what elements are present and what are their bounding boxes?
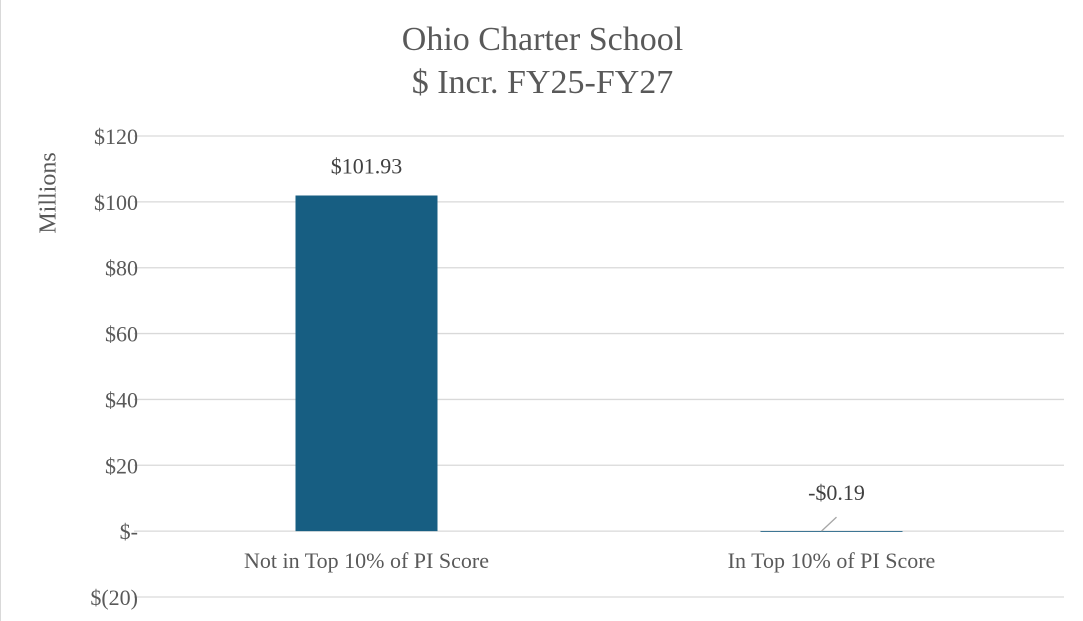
y-tick-label: $- <box>120 519 138 544</box>
y-tick-label: $40 <box>105 387 138 412</box>
y-tick-label: $20 <box>105 453 138 478</box>
chart-title-line-2: $ Incr. FY25-FY27 <box>411 64 674 101</box>
bar <box>760 531 903 532</box>
y-tick-label: $120 <box>94 124 138 149</box>
y-tick-label: $80 <box>105 256 138 281</box>
data-label: -$0.19 <box>808 480 865 505</box>
y-tick-label: $60 <box>105 322 138 347</box>
x-tick-label: In Top 10% of PI Score <box>728 548 936 573</box>
chart-title-line-1: Ohio Charter School <box>401 21 684 58</box>
y-tick-label: $100 <box>94 190 138 215</box>
data-label: $101.93 <box>331 154 403 179</box>
data-label-leader <box>821 516 837 532</box>
bar <box>295 195 438 532</box>
y-tick-label: $(20) <box>90 585 138 610</box>
x-tick-label: Not in Top 10% of PI Score <box>244 548 489 573</box>
